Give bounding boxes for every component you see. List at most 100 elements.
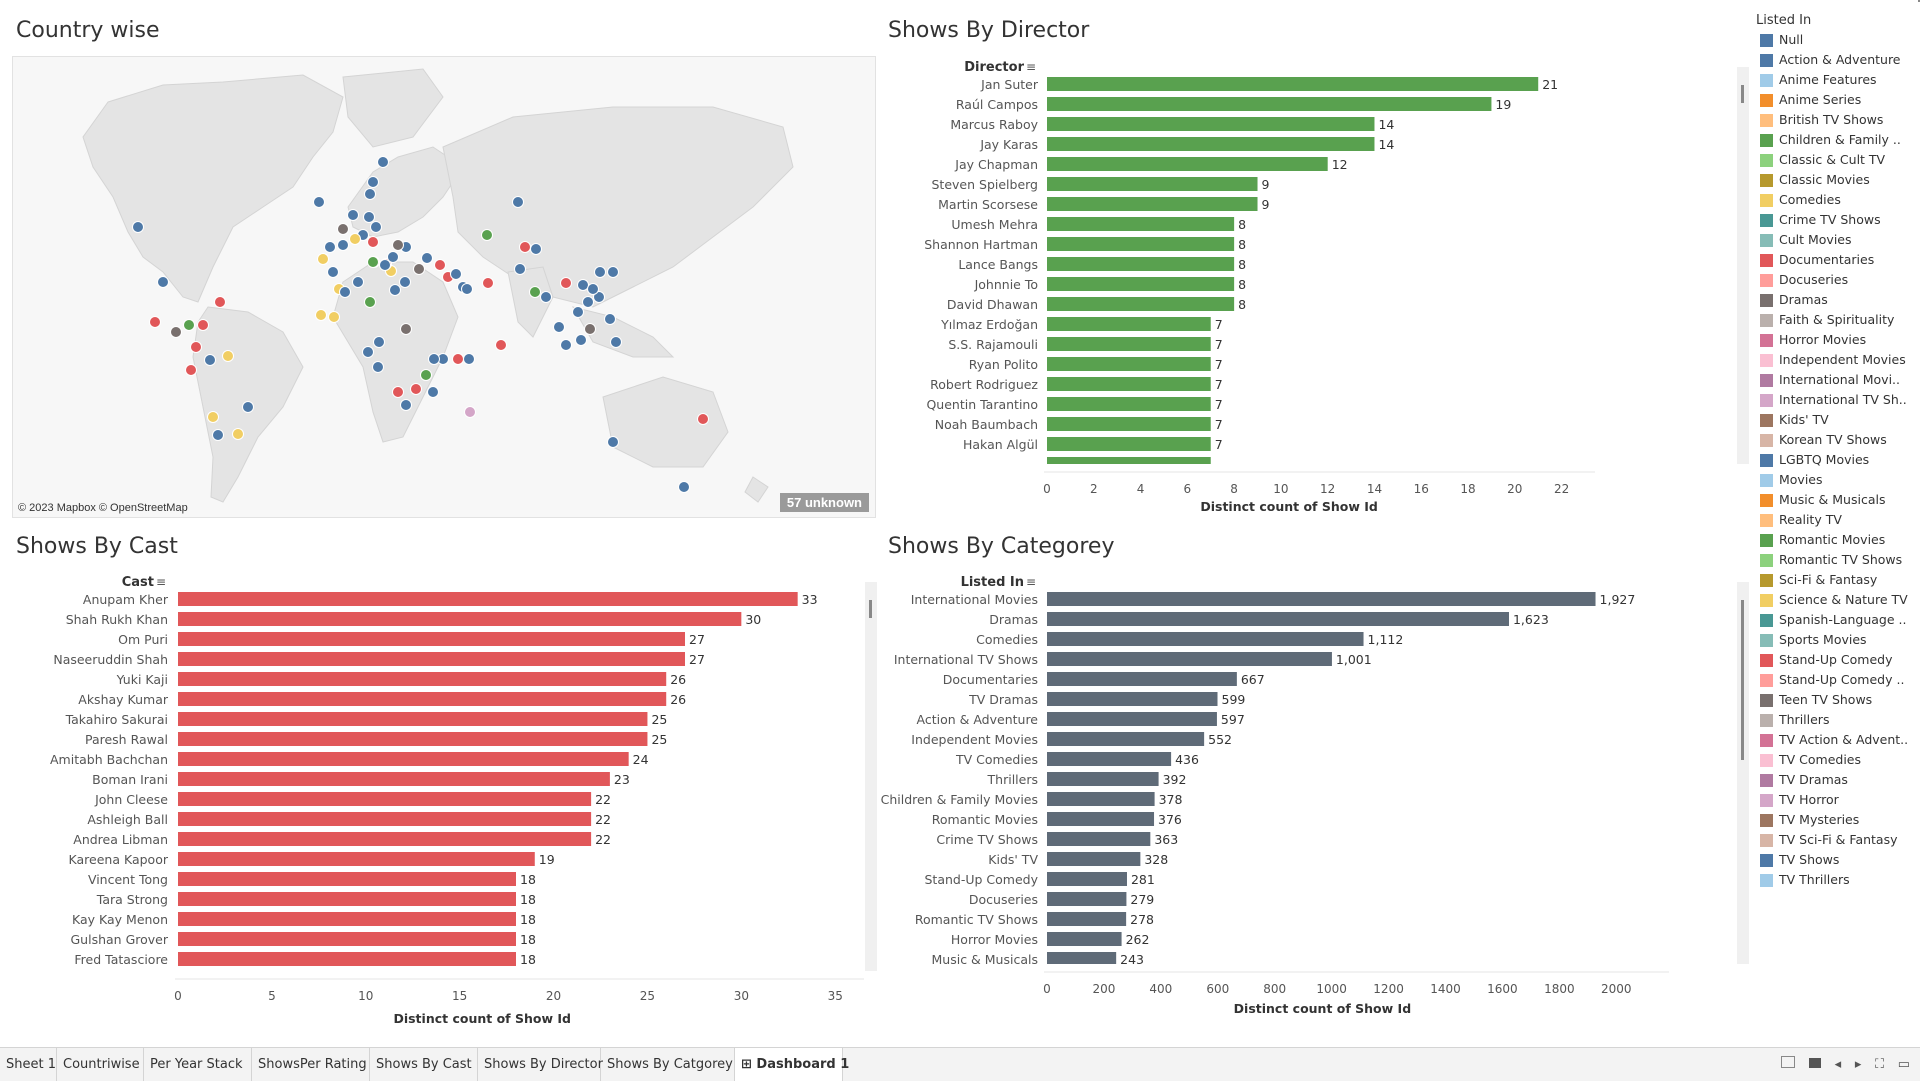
category-bar-comedies[interactable] [1047, 632, 1364, 646]
cast-category-label[interactable]: Naseeruddin Shah [53, 652, 168, 667]
director-x-axis-title[interactable]: Distinct count of Show Id [1200, 499, 1377, 514]
director-bar-ryan-polito[interactable] [1047, 357, 1211, 371]
map-country-marker[interactable] [434, 259, 446, 271]
grid-view-icon[interactable] [1781, 1056, 1796, 1068]
category-bar-stand-up-comedy[interactable] [1047, 872, 1127, 886]
director-category-label[interactable]: Yılmaz Erdoğan [940, 317, 1038, 332]
category-bar-thrillers[interactable] [1047, 772, 1159, 786]
category-bar-docuseries[interactable] [1047, 892, 1127, 906]
category-scrollbar-track[interactable] [1737, 582, 1749, 964]
map-country-marker[interactable] [587, 283, 599, 295]
category-bar-international-movies[interactable] [1047, 592, 1596, 606]
cast-category-label[interactable]: Takahiro Sakurai [65, 712, 168, 727]
director-bar-martin-scorsese[interactable] [1047, 197, 1258, 211]
category-category-label[interactable]: Crime TV Shows [936, 832, 1038, 847]
cast-category-label[interactable]: Kay Kay Menon [72, 912, 168, 927]
category-bar-independent-movies[interactable] [1047, 732, 1205, 746]
map-country-marker[interactable] [373, 336, 385, 348]
category-bar-documentaries[interactable] [1047, 672, 1237, 686]
director-bar-hakan-alg-l[interactable] [1047, 437, 1211, 451]
map-country-marker[interactable] [540, 291, 552, 303]
map-country-marker[interactable] [370, 221, 382, 233]
director-category-label[interactable]: David Dhawan [947, 297, 1038, 312]
cast-bar-shah-rukh-khan[interactable] [178, 612, 742, 626]
director-bar-chart[interactable]: Director ≡ Jan Suter 21 Raúl Campos 19 Marcus … [880, 52, 1750, 522]
tab-shows-by-catgorey[interactable]: Shows By Catgorey [601, 1048, 735, 1081]
map-country-marker[interactable] [495, 339, 507, 351]
cast-scrollbar-thumb[interactable] [869, 600, 872, 618]
map-country-marker[interactable] [222, 350, 234, 362]
map-country-marker[interactable] [572, 306, 584, 318]
cast-bar-kareena-kapoor[interactable] [178, 852, 535, 866]
director-bar-umesh-mehra[interactable] [1047, 217, 1235, 231]
cast-category-label[interactable]: Kareena Kapoor [69, 852, 169, 867]
tab-showsper-rating[interactable]: ShowsPer Rating [252, 1048, 370, 1081]
map-country-marker[interactable] [410, 383, 422, 395]
category-category-label[interactable]: Dramas [989, 612, 1038, 627]
category-category-label[interactable]: Horror Movies [951, 932, 1038, 947]
map-canvas[interactable] [13, 57, 876, 518]
category-category-label[interactable]: International TV Shows [894, 652, 1038, 667]
map-country-marker[interactable] [379, 259, 391, 271]
category-category-label[interactable]: Romantic TV Shows [915, 912, 1038, 927]
map-country-marker[interactable] [367, 256, 379, 268]
director-scrollbar-track[interactable] [1737, 67, 1749, 464]
cast-scrollbar-track[interactable] [865, 582, 877, 971]
map-country-marker[interactable] [362, 346, 374, 358]
map-country-marker[interactable] [328, 311, 340, 323]
map-country-marker[interactable] [197, 319, 209, 331]
map-country-marker[interactable] [463, 353, 475, 365]
director-category-label[interactable]: Umesh Mehra [951, 217, 1038, 232]
tab-shows-by-director[interactable]: Shows By Director [478, 1048, 603, 1081]
category-category-label[interactable]: Docuseries [969, 892, 1038, 907]
director-category-label[interactable]: Shannon Hartman [924, 237, 1038, 252]
map-country-marker[interactable] [421, 252, 433, 264]
cast-bar-gulshan-grover[interactable] [178, 932, 516, 946]
director-category-label[interactable]: Jan Suter [980, 77, 1039, 92]
world-map[interactable]: © 2023 Mapbox © OpenStreetMap 57 unknown [12, 56, 876, 518]
category-category-label[interactable]: International Movies [911, 592, 1038, 607]
fullscreen-icon[interactable]: ⛶ [1874, 1056, 1885, 1071]
cast-bar-vincent-tong[interactable] [178, 872, 516, 886]
map-country-marker[interactable] [363, 211, 375, 223]
map-country-marker[interactable] [575, 334, 587, 346]
cast-bar-yuki-kaji[interactable] [178, 672, 667, 686]
map-country-marker[interactable] [607, 436, 619, 448]
category-bar-kids-tv[interactable] [1047, 852, 1141, 866]
tab-countriwise[interactable]: Countriwise [57, 1048, 144, 1081]
map-country-marker[interactable] [400, 323, 412, 335]
cast-category-label[interactable]: Fred Tatasciore [74, 952, 168, 967]
map-country-marker[interactable] [327, 266, 339, 278]
cast-bar-ashleigh-ball[interactable] [178, 812, 592, 826]
director-dim-header[interactable]: Director [964, 60, 1024, 75]
map-country-marker[interactable] [183, 319, 195, 331]
director-scrollbar-thumb[interactable] [1741, 85, 1744, 103]
prev-sheet-icon[interactable]: ◂ [1834, 1056, 1842, 1071]
next-sheet-icon[interactable]: ▸ [1854, 1056, 1862, 1071]
map-country-marker[interactable] [132, 221, 144, 233]
map-country-marker[interactable] [582, 296, 594, 308]
map-country-marker[interactable] [464, 406, 476, 418]
tab-sheet-1[interactable]: Sheet 1 [0, 1048, 57, 1081]
category-bar-music-musicals[interactable] [1047, 952, 1117, 966]
map-country-marker[interactable] [347, 209, 359, 221]
cast-bar-akshay-kumar[interactable] [178, 692, 667, 706]
map-country-marker[interactable] [678, 481, 690, 493]
category-bar-horror-movies[interactable] [1047, 932, 1122, 946]
director-category-label[interactable]: Martin Scorsese [938, 197, 1038, 212]
map-country-marker[interactable] [452, 353, 464, 365]
map-country-marker[interactable] [367, 176, 379, 188]
map-country-marker[interactable] [339, 286, 351, 298]
category-category-label[interactable]: TV Dramas [968, 692, 1038, 707]
map-country-marker[interactable] [313, 196, 325, 208]
category-category-label[interactable]: Kids' TV [988, 852, 1038, 867]
unknown-count-badge[interactable]: 57 unknown [779, 493, 869, 512]
cast-category-label[interactable]: Yuki Kaji [116, 672, 168, 687]
cast-category-label[interactable]: Tara Strong [96, 892, 168, 907]
category-category-label[interactable]: Romantic Movies [932, 812, 1038, 827]
director-bar-lance-bangs[interactable] [1047, 257, 1235, 271]
map-country-marker[interactable] [400, 399, 412, 411]
map-country-marker[interactable] [392, 239, 404, 251]
category-category-label[interactable]: Thrillers [987, 772, 1038, 787]
map-country-marker[interactable] [170, 326, 182, 338]
